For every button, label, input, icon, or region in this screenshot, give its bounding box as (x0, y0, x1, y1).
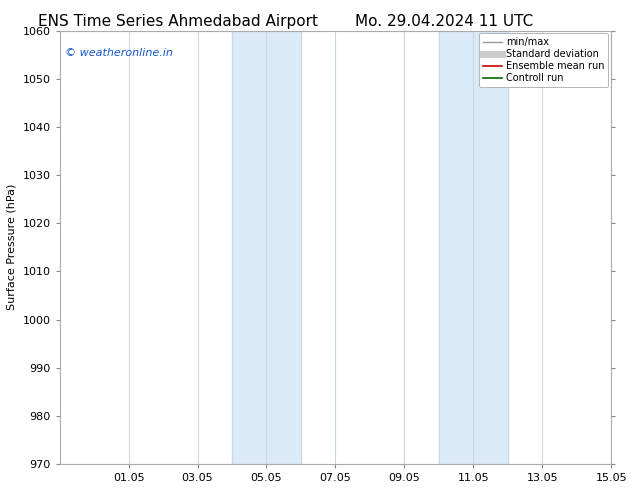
Y-axis label: Surface Pressure (hPa): Surface Pressure (hPa) (7, 184, 17, 311)
Text: ENS Time Series Ahmedabad Airport: ENS Time Series Ahmedabad Airport (37, 14, 318, 29)
Text: Mo. 29.04.2024 11 UTC: Mo. 29.04.2024 11 UTC (354, 14, 533, 29)
Bar (232, 30, 301, 464)
Bar (439, 30, 508, 464)
Legend: min/max, Standard deviation, Ensemble mean run, Controll run: min/max, Standard deviation, Ensemble me… (479, 33, 609, 87)
Text: © weatheronline.in: © weatheronline.in (65, 48, 173, 58)
